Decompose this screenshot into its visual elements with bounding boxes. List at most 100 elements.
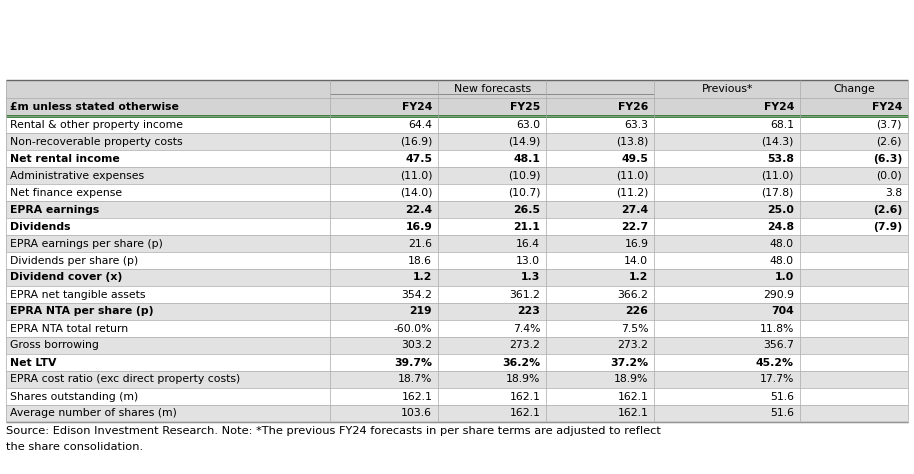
Text: 16.4: 16.4 [516,238,540,248]
Text: (10.7): (10.7) [508,188,540,198]
Bar [6,320,908,337]
Text: 18.9%: 18.9% [505,374,540,384]
Bar [6,405,908,422]
Text: 26.5: 26.5 [514,204,540,215]
Text: Previous*: Previous* [701,84,753,94]
Text: New forecasts: New forecasts [453,84,531,94]
Bar [6,388,908,405]
Bar [6,150,908,167]
Text: (11.0): (11.0) [399,171,432,181]
Bar [6,337,908,354]
Text: Net finance expense: Net finance expense [10,188,122,198]
Bar [6,286,908,303]
Text: 1.2: 1.2 [629,273,648,283]
Text: Change: Change [833,84,875,94]
Text: (11.2): (11.2) [616,188,648,198]
Text: (16.9): (16.9) [399,137,432,146]
Bar [6,269,908,286]
Bar [6,98,908,116]
Text: 24.8: 24.8 [767,221,794,231]
Text: Source: Edison Investment Research. Note: *The previous FY24 forecasts in per sh: Source: Edison Investment Research. Note… [6,426,661,436]
Bar [6,184,908,201]
Text: (2.6): (2.6) [873,204,902,215]
Text: 226: 226 [625,307,648,317]
Text: 162.1: 162.1 [618,392,648,401]
Text: (14.0): (14.0) [399,188,432,198]
Text: 64.4: 64.4 [409,119,432,129]
Text: (11.0): (11.0) [761,171,794,181]
Text: (6.3): (6.3) [873,154,902,164]
Text: Dividends: Dividends [10,221,70,231]
Text: EPRA NTA total return: EPRA NTA total return [10,323,128,334]
Text: 3.8: 3.8 [885,188,902,198]
Text: 14.0: 14.0 [624,255,648,265]
Text: 223: 223 [517,307,540,317]
Bar [6,218,908,235]
Text: FY24: FY24 [872,102,902,112]
Text: 17.7%: 17.7% [760,374,794,384]
Text: 11.8%: 11.8% [760,323,794,334]
Text: FY25: FY25 [510,102,540,112]
Text: 162.1: 162.1 [401,392,432,401]
Text: 49.5: 49.5 [622,154,648,164]
Text: 21.6: 21.6 [409,238,432,248]
Text: 273.2: 273.2 [618,340,648,350]
Bar [6,167,908,184]
Text: 162.1: 162.1 [618,409,648,419]
Text: 47.5: 47.5 [405,154,432,164]
Text: 354.2: 354.2 [401,290,432,300]
Text: Average number of shares (m): Average number of shares (m) [10,409,177,419]
Text: 1.3: 1.3 [521,273,540,283]
Text: 361.2: 361.2 [509,290,540,300]
Text: 22.4: 22.4 [405,204,432,215]
Text: FY24: FY24 [763,102,794,112]
Text: (14.3): (14.3) [761,137,794,146]
Text: Net rental income: Net rental income [10,154,120,164]
Text: 63.3: 63.3 [624,119,648,129]
Text: EPRA net tangible assets: EPRA net tangible assets [10,290,145,300]
Text: 18.6: 18.6 [409,255,432,265]
Text: 16.9: 16.9 [624,238,648,248]
Text: 273.2: 273.2 [509,340,540,350]
Text: (13.8): (13.8) [616,137,648,146]
Text: Net LTV: Net LTV [10,357,57,367]
Text: (7.9): (7.9) [873,221,902,231]
Bar [6,371,908,388]
Text: 162.1: 162.1 [509,409,540,419]
Text: FY24: FY24 [402,102,432,112]
Text: 39.7%: 39.7% [394,357,432,367]
Text: 48.0: 48.0 [770,238,794,248]
Bar [6,80,908,98]
Text: 290.9: 290.9 [763,290,794,300]
Text: EPRA earnings: EPRA earnings [10,204,100,215]
Text: 22.7: 22.7 [622,221,648,231]
Text: (14.9): (14.9) [508,137,540,146]
Text: 25.0: 25.0 [767,204,794,215]
Text: (3.7): (3.7) [877,119,902,129]
Text: 1.0: 1.0 [775,273,794,283]
Text: 53.8: 53.8 [767,154,794,164]
Bar [6,116,908,133]
Bar [6,252,908,269]
Text: 21.1: 21.1 [514,221,540,231]
Text: the share consolidation.: the share consolidation. [6,442,143,452]
Bar [6,303,908,320]
Text: (0.0): (0.0) [877,171,902,181]
Text: 1.2: 1.2 [413,273,432,283]
Text: 103.6: 103.6 [401,409,432,419]
Text: 7.4%: 7.4% [513,323,540,334]
Text: Shares outstanding (m): Shares outstanding (m) [10,392,138,401]
Text: Dividends per share (p): Dividends per share (p) [10,255,138,265]
Text: 48.0: 48.0 [770,255,794,265]
Bar [6,133,908,150]
Text: (10.9): (10.9) [508,171,540,181]
Text: (11.0): (11.0) [616,171,648,181]
Text: EPRA NTA per share (p): EPRA NTA per share (p) [10,307,154,317]
Text: 36.2%: 36.2% [502,357,540,367]
Text: 356.7: 356.7 [763,340,794,350]
Text: 45.2%: 45.2% [756,357,794,367]
Bar [6,354,908,371]
Text: 27.4: 27.4 [622,204,648,215]
Text: 37.2%: 37.2% [611,357,648,367]
Text: 51.6: 51.6 [770,409,794,419]
